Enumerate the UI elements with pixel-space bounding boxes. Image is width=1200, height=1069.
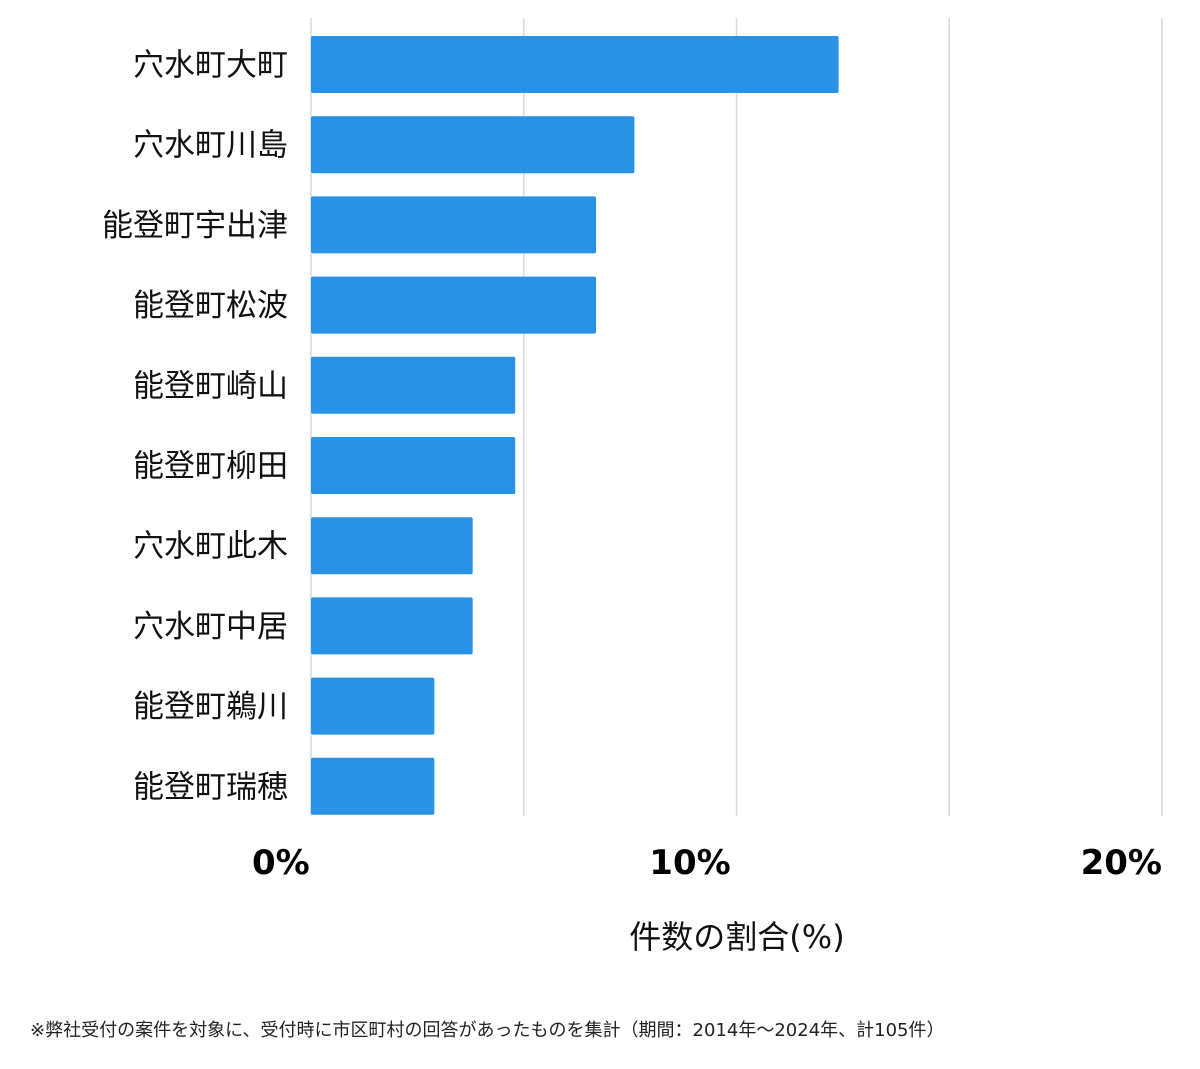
category-label-4: 能登町松波: [133, 288, 288, 324]
bar-3: [311, 196, 597, 254]
bar-9: [311, 677, 435, 735]
bar-2: [311, 116, 635, 174]
category-label-9: 能登町鵜川: [133, 689, 288, 725]
category-label-3: 能登町宇出津: [102, 208, 288, 244]
bar-chart-svg: 穴水町大町穴水町川島能登町宇出津能登町松波能登町崎山能登町柳田穴水町此木穴水町中…: [102, 18, 1163, 956]
bar-6: [311, 437, 516, 494]
footnote: ※弊社受付の案件を対象に、受付時に市区町村の回答があったものを集計（期間：201…: [30, 1020, 945, 1041]
bar-10: [311, 757, 435, 815]
bar-5: [311, 356, 516, 414]
x-tick-label-20: 20%: [1081, 843, 1162, 883]
category-label-8: 穴水町中居: [133, 609, 288, 645]
category-label-1: 穴水町大町: [133, 48, 288, 84]
category-labels: 穴水町大町穴水町川島能登町宇出津能登町松波能登町崎山能登町柳田穴水町此木穴水町中…: [102, 48, 288, 806]
category-label-7: 穴水町此木: [133, 529, 288, 565]
bars: [311, 36, 839, 815]
category-label-6: 能登町柳田: [133, 449, 288, 485]
category-label-10: 能登町瑞穂: [133, 769, 288, 805]
bar-7: [311, 517, 473, 575]
x-tick-label-0: 0%: [252, 843, 310, 883]
bar-1: [311, 36, 839, 93]
category-label-2: 穴水町川島: [133, 128, 288, 164]
bar-4: [311, 276, 597, 334]
bar-8: [311, 597, 473, 655]
category-label-5: 能登町崎山: [133, 368, 288, 404]
x-tick-label-10: 10%: [649, 843, 730, 883]
x-tick-labels: 0% 10% 20%: [252, 843, 1162, 883]
x-axis-label: 件数の割合(%): [629, 918, 844, 956]
